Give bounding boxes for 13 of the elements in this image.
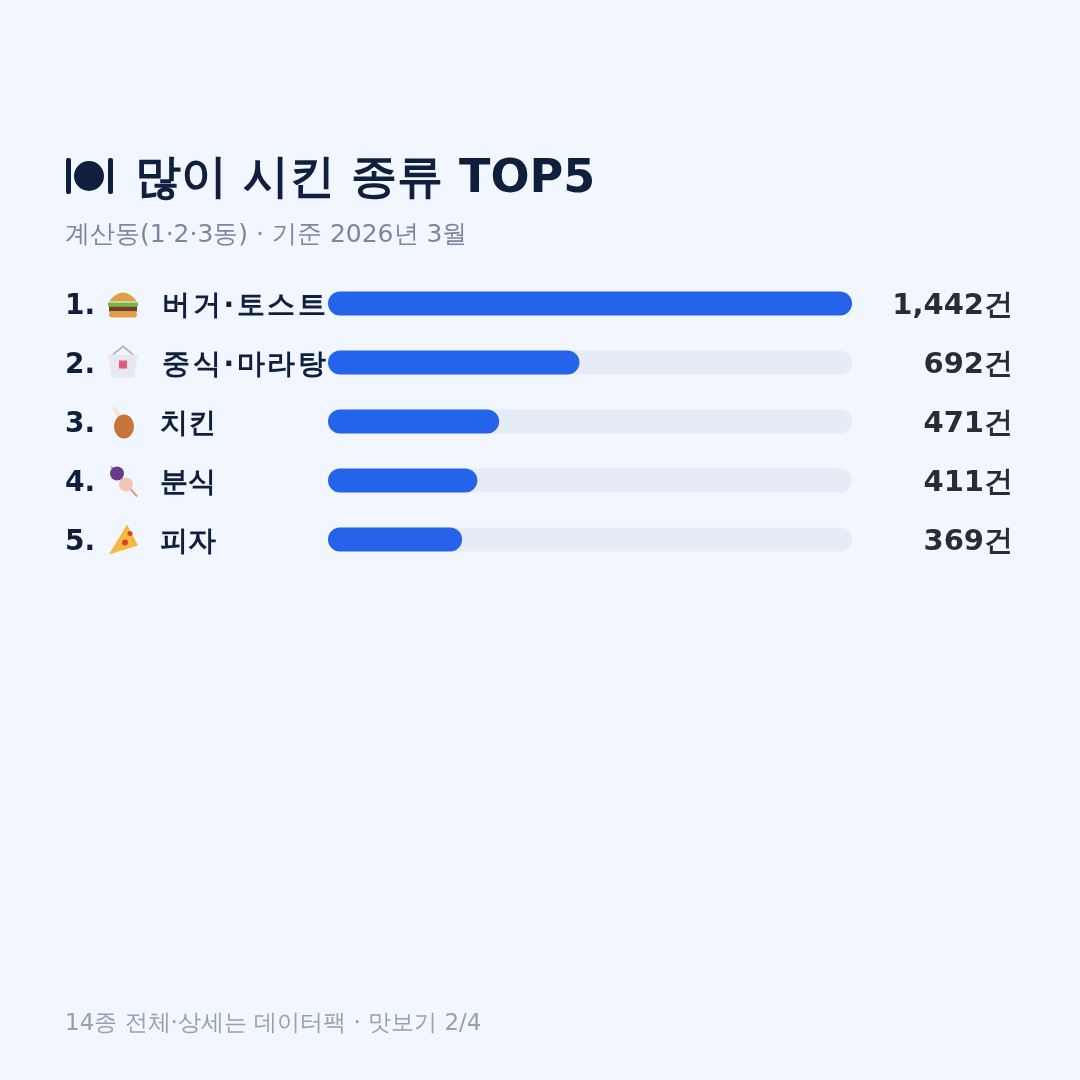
category-label: 1. 버거·토스트	[65, 287, 326, 321]
category-label: 3. 치킨	[65, 405, 216, 439]
data-label: 369건	[923, 522, 1013, 557]
data-label: 692건	[923, 345, 1013, 380]
category-label: 5. 피자	[65, 523, 216, 557]
data-label: 411건	[923, 463, 1013, 498]
category-label: 4. 분식	[65, 464, 216, 498]
chart-title: 많이 시킨 종류 TOP5	[135, 149, 596, 203]
data-label: 1,442건	[892, 286, 1013, 321]
text: 14종 전체·상세는 데이터팩 · 맛보기 2/4	[65, 1009, 482, 1035]
chart-subtitle: 계산동(1·2·3동) · 기준 2026년 3월	[65, 219, 468, 248]
category-label: 2. 중식·마라탕	[65, 346, 326, 380]
data-label: 471건	[923, 404, 1013, 439]
